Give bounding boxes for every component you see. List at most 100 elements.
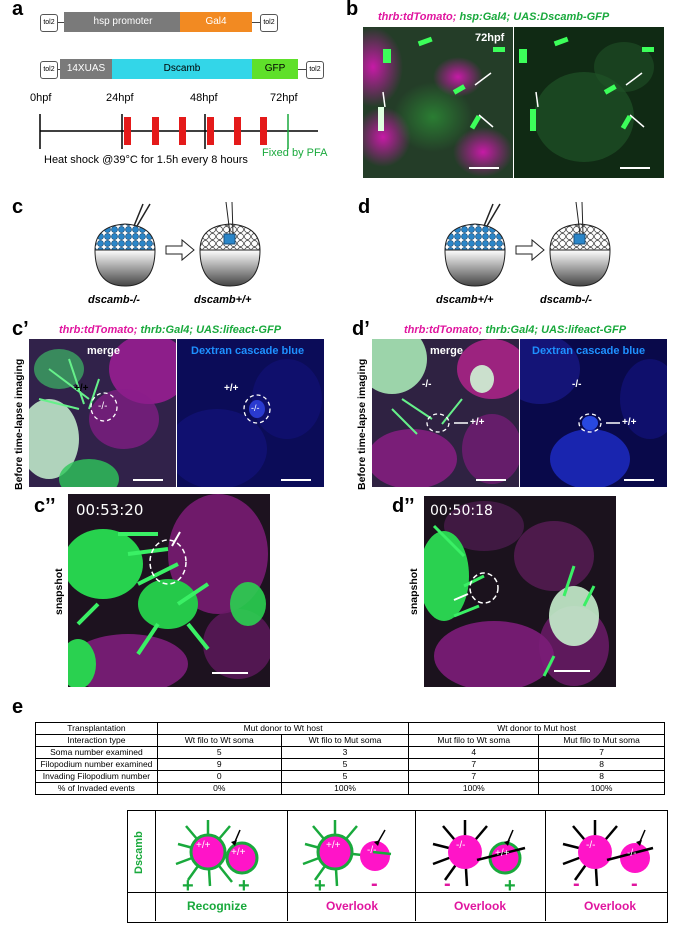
legend-cell-3-right-genotype: +/+ bbox=[495, 848, 510, 859]
table-row: Filopodium number examined 9 5 7 8 bbox=[35, 758, 665, 771]
timeline-svg bbox=[39, 114, 318, 149]
hsp-promoter-block: hsp promoter bbox=[64, 12, 182, 32]
table-row: Soma number examined 5 3 4 7 bbox=[35, 746, 665, 759]
dscamb-block: Dscamb bbox=[112, 59, 252, 79]
legend-cell-4-sign-right: - bbox=[631, 873, 638, 895]
table-cell: Mut filo to Wt soma bbox=[408, 734, 540, 747]
time-stamp: 00:53:20 bbox=[76, 501, 144, 519]
legend-cell-4-left-genotype: -/- bbox=[586, 840, 596, 851]
heat-shock-3 bbox=[179, 117, 186, 145]
table-cell: Interaction type bbox=[35, 734, 158, 747]
panel-b-caption: thrb:tdTomato; hsp:Gal4; UAS:Dscamb-GFP bbox=[378, 11, 609, 23]
uas-block: 14XUAS bbox=[60, 59, 112, 79]
time-24hpf: 24hpf bbox=[106, 92, 134, 104]
dextran-label: Dextran cascade blue bbox=[532, 345, 646, 357]
table-header-row: Transplantation Mut donor to Wt host Wt … bbox=[35, 722, 665, 735]
fixed-label: Fixed by PFA bbox=[262, 147, 328, 159]
panel-e-table: Transplantation Mut donor to Wt host Wt … bbox=[35, 722, 665, 795]
panel-d-prime-side-label: Before time-lapse imaging bbox=[356, 358, 368, 490]
table-cell: 0 bbox=[156, 770, 282, 783]
table-cell: Wt filo to Wt soma bbox=[156, 734, 282, 747]
micrograph-d-prime-dextran: Dextran cascade blue -/- +/+ bbox=[520, 339, 667, 487]
legend-cell-1-sign-right: + bbox=[238, 875, 250, 897]
panel-d-prime-caption: thrb:tdTomato; thrb:Gal4; UAS:lifeact-GF… bbox=[404, 324, 626, 336]
time-72hpf: 72hpf bbox=[270, 92, 298, 104]
panel-b-time: 72hpf bbox=[475, 32, 505, 44]
table-cell: 3 bbox=[280, 746, 410, 759]
micrograph-b-merge-svg bbox=[363, 27, 513, 178]
table-cell: 7 bbox=[538, 746, 665, 759]
micrograph-d-prime-merge-svg bbox=[372, 339, 519, 487]
micrograph-b-green-svg bbox=[514, 27, 664, 178]
wt-label: +/+ bbox=[74, 383, 89, 394]
legend-cell-2-sign-left: + bbox=[314, 875, 326, 897]
panel-label-d: d bbox=[358, 196, 371, 218]
panel-e-legend bbox=[127, 810, 668, 923]
table-cell: 5 bbox=[280, 770, 410, 783]
time-stamp: 00:50:18 bbox=[430, 503, 493, 519]
caption-green: thrb:Gal4; UAS:lifeact-GFP bbox=[485, 324, 627, 336]
dextran-label: Dextran cascade blue bbox=[191, 345, 305, 357]
micrograph-c-prime-merge: merge +/+ -/- bbox=[29, 339, 176, 487]
legend-cell-2-left-genotype: +/+ bbox=[326, 840, 341, 851]
time-0hpf: 0hpf bbox=[30, 92, 52, 104]
mut-label: -/- bbox=[572, 379, 582, 390]
table-cell: 100% bbox=[538, 782, 665, 795]
legend-col-divider bbox=[155, 810, 156, 921]
legend-cell-1-left-genotype: +/+ bbox=[196, 840, 211, 851]
table-cell: Soma number examined bbox=[35, 746, 158, 759]
heat-shock-5 bbox=[234, 117, 241, 145]
table-cell: Mut filo to Mut soma bbox=[538, 734, 665, 747]
heat-shock-4 bbox=[207, 117, 214, 145]
gfp-block: GFP bbox=[252, 59, 298, 79]
legend-cell-3-outcome: Overlook bbox=[454, 899, 507, 913]
panel-label-b: b bbox=[346, 0, 359, 20]
table-cell: Filopodium number examined bbox=[35, 758, 158, 771]
micrograph-c-prime-dextran-svg bbox=[177, 339, 324, 487]
legend-cell-3-sign-right: + bbox=[504, 875, 516, 897]
table-cell: % of Invaded events bbox=[35, 782, 158, 795]
legend-cell-1-sign-left: + bbox=[182, 875, 194, 897]
table-cell: 4 bbox=[408, 746, 540, 759]
legend-cell-4-right-genotype: -/- bbox=[627, 848, 637, 859]
mut-label: -/- bbox=[98, 401, 108, 412]
tol2-right: tol2 bbox=[260, 14, 278, 32]
panel-d-schematic bbox=[444, 201, 611, 287]
table-row: Interaction type Wt filo to Wt soma Wt f… bbox=[35, 734, 665, 747]
mut-label: -/- bbox=[251, 403, 260, 413]
table-cell: 5 bbox=[156, 746, 282, 759]
legend-cell-3-sign-left: - bbox=[444, 873, 451, 895]
panel-c-host: dscamb+/+ bbox=[194, 294, 252, 306]
table-cell: 8 bbox=[538, 770, 665, 783]
merge-label: merge bbox=[430, 345, 464, 357]
table-cell: 7 bbox=[408, 770, 540, 783]
caption-magenta: thrb:tdTomato; bbox=[59, 324, 138, 336]
legend-side-label: Dscamb bbox=[133, 831, 145, 874]
panel-label-c-prime: c’ bbox=[12, 318, 29, 340]
table-header-cell: Mut donor to Wt host bbox=[156, 722, 410, 735]
panel-c-prime-side-label: Before time-lapse imaging bbox=[13, 358, 25, 490]
micrograph-c-prime-merge-svg bbox=[29, 339, 176, 487]
heat-shock-2 bbox=[152, 117, 159, 145]
mut-label: -/- bbox=[422, 379, 432, 390]
legend-cell-2-right-genotype: -/- bbox=[367, 845, 377, 856]
panel-c-schematic bbox=[94, 201, 261, 287]
panel-label-e: e bbox=[12, 696, 24, 718]
legend-cell-1-right-genotype: +/+ bbox=[231, 847, 246, 858]
table-cell: 9 bbox=[156, 758, 282, 771]
tol2-left: tol2 bbox=[40, 61, 58, 79]
gal4-block: Gal4 bbox=[180, 12, 252, 32]
construct-hsp-gal4: tol2 hsp promoter Gal4 tol2 bbox=[40, 12, 280, 32]
wt-label: +/+ bbox=[622, 417, 637, 428]
table-cell: Invading Filopodium number bbox=[35, 770, 158, 783]
caption-magenta: thrb:tdTomato; bbox=[404, 324, 483, 336]
table-cell: Wt filo to Mut soma bbox=[280, 734, 410, 747]
table-header-cell: Transplantation bbox=[35, 722, 158, 735]
table-row: Invading Filopodium number 0 5 7 8 bbox=[35, 770, 665, 783]
merge-label: merge bbox=[87, 345, 121, 357]
panel-label-c: c bbox=[12, 196, 24, 218]
time-48hpf: 48hpf bbox=[190, 92, 218, 104]
micrograph-b-merge: 72hpf bbox=[363, 27, 513, 178]
panel-c-prime-caption: thrb:tdTomato; thrb:Gal4; UAS:lifeact-GF… bbox=[59, 324, 281, 336]
micrograph-c-dprime-svg bbox=[68, 494, 270, 687]
